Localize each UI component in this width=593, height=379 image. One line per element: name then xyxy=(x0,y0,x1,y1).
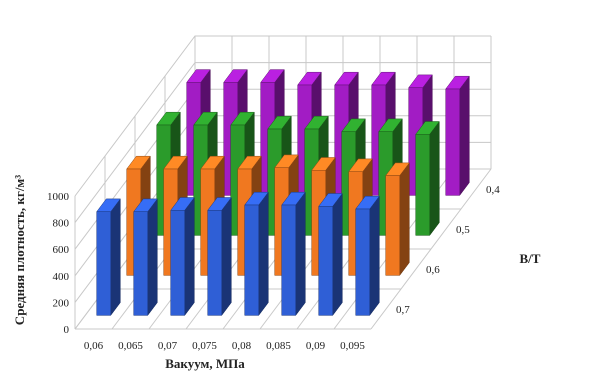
z-tick-label: 0,4 xyxy=(486,184,500,196)
bar-side-face xyxy=(110,198,121,317)
bar xyxy=(318,192,343,317)
ticks: 0 200 400 600 800 1000 0,06 0,065 0,07 0,075 0,08 0… xyxy=(47,184,500,352)
y-tick-label: 0 xyxy=(64,324,70,336)
bar-front-face xyxy=(170,210,185,316)
bar xyxy=(170,196,195,317)
bar xyxy=(207,196,232,317)
bar-side-face xyxy=(295,191,306,317)
bar-front-face xyxy=(415,134,430,236)
bars xyxy=(96,68,470,317)
bar-side-face xyxy=(429,120,440,237)
y-tick-label: 600 xyxy=(53,244,70,256)
z-tick-label: 0,5 xyxy=(456,224,470,236)
x-tick-label: 0,085 xyxy=(266,340,291,352)
z-tick-label: 0,7 xyxy=(396,304,410,316)
y-tick-label: 800 xyxy=(53,218,70,230)
bar-front-face xyxy=(318,206,333,316)
x-tick-label: 0,07 xyxy=(158,340,178,352)
x-tick-label: 0,065 xyxy=(118,340,143,352)
bar-side-face xyxy=(399,162,410,277)
x-tick-label: 0,09 xyxy=(306,340,326,352)
x-axis-title: Вакуум, МПа xyxy=(165,356,245,371)
bar-side-face xyxy=(332,192,343,317)
x-tick-label: 0,095 xyxy=(340,340,365,352)
bar-side-face xyxy=(459,75,470,197)
bar-side-face xyxy=(258,191,269,317)
bar-front-face xyxy=(445,88,460,196)
z-axis-title: В/Т xyxy=(520,251,541,266)
bar xyxy=(244,191,269,317)
bar xyxy=(445,75,470,197)
x-tick-label: 0,08 xyxy=(232,340,252,352)
bar xyxy=(415,120,440,237)
bar-front-face xyxy=(207,210,222,316)
z-tick-label: 0,6 xyxy=(426,264,440,276)
x-tick-label: 0,075 xyxy=(192,340,217,352)
bar-side-face xyxy=(221,196,232,317)
bar-front-face xyxy=(281,204,296,316)
bar-front-face xyxy=(133,211,148,316)
bar-front-face xyxy=(96,211,111,316)
bar xyxy=(281,191,306,317)
bar-side-face xyxy=(147,198,158,317)
y-tick-label: 400 xyxy=(53,271,70,283)
bar-front-face xyxy=(385,175,400,276)
y-tick-label: 200 xyxy=(53,297,70,309)
bar-front-face xyxy=(244,204,259,316)
y-tick-label: 1000 xyxy=(47,191,70,203)
y-axis-title: Средняя плотность, кг/м³ xyxy=(12,175,27,325)
bar-side-face xyxy=(369,195,380,317)
x-tick-label: 0,06 xyxy=(84,340,104,352)
bar xyxy=(385,162,410,277)
bar xyxy=(355,195,380,317)
bar-front-face xyxy=(355,208,370,316)
bar-side-face xyxy=(184,196,195,317)
bar xyxy=(96,198,121,317)
bar xyxy=(133,198,158,317)
